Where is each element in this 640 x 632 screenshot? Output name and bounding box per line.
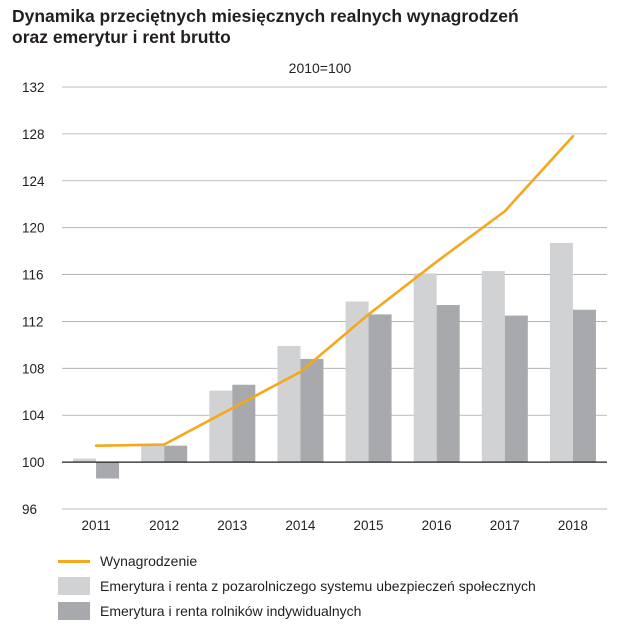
legend-item-pozarolniczy: Emerytura i renta z pozarolniczego syste… — [58, 577, 536, 595]
y-tick-label: 132 — [22, 80, 45, 95]
x-tick-label-2014: 2014 — [285, 518, 316, 533]
bar-pozarolniczy-2012 — [141, 444, 165, 463]
bar-pozarolniczy-2014 — [277, 346, 301, 463]
x-tick-label-2018: 2018 — [558, 518, 588, 533]
x-tick-label-2016: 2016 — [422, 518, 452, 533]
x-tick-label-2015: 2015 — [354, 518, 384, 533]
bar-rolnicy-2012 — [164, 445, 188, 463]
y-tick-labels: 96 100 104 108 112 116 120 124 128 132 — [22, 80, 45, 517]
y-tick-label: 104 — [22, 408, 45, 423]
y-tick-label: 120 — [22, 221, 45, 236]
chart-title: Dynamika przeciętnych miesięcznych realn… — [12, 6, 519, 48]
chart-title-line-1: Dynamika przeciętnych miesięcznych realn… — [12, 6, 519, 26]
x-tick-labels: 2011 2012 2013 2014 2015 2016 2017 2018 — [82, 518, 588, 533]
legend-label: Emerytura i renta rolników indywidualnyc… — [100, 603, 362, 619]
legend-swatch-box — [58, 577, 90, 595]
x-tick-label-2013: 2013 — [217, 518, 247, 533]
legend-label: Emerytura i renta z pozarolniczego syste… — [100, 578, 536, 594]
legend-swatch-box — [58, 602, 90, 620]
bar-rolnicy-2011 — [96, 462, 120, 479]
y-tick-label: 96 — [22, 502, 37, 517]
x-tick-label-2011: 2011 — [82, 518, 111, 533]
bar-rolnicy-2018 — [572, 309, 596, 463]
bar-pozarolniczy-2017 — [481, 271, 505, 463]
legend-item-wynagrodzenie: Wynagrodzenie — [58, 552, 536, 570]
legend-swatch-line — [58, 559, 90, 563]
bar-rolnicy-2017 — [504, 315, 528, 463]
bar-pozarolniczy-2011 — [73, 458, 97, 463]
chart-title-line-2: oraz emerytur i rent brutto — [12, 27, 231, 47]
bar-rolnicy-2014 — [300, 358, 324, 463]
y-tick-label: 112 — [22, 314, 44, 329]
bar-pozarolniczy-2018 — [549, 242, 573, 463]
y-tick-label: 124 — [22, 174, 45, 189]
bar-pozarolniczy-2013 — [209, 390, 233, 463]
bar-rolnicy-2016 — [436, 305, 460, 463]
y-tick-label: 108 — [22, 361, 45, 376]
bar-pozarolniczy-2016 — [413, 273, 437, 463]
y-tick-label: 100 — [22, 455, 45, 470]
legend-label: Wynagrodzenie — [100, 553, 198, 569]
bar-rolnicy-2015 — [368, 314, 392, 463]
y-tick-label: 116 — [22, 268, 44, 283]
line-series-group — [94, 134, 575, 448]
bars-group — [73, 242, 596, 479]
x-tick-label-2012: 2012 — [149, 518, 179, 533]
chart-subtitle: 2010=100 — [288, 60, 352, 76]
line-wynagrodzenie — [94, 134, 575, 448]
bar-pozarolniczy-2015 — [345, 301, 369, 463]
legend-item-rolnicy: Emerytura i renta rolników indywidualnyc… — [58, 602, 536, 620]
y-tick-label: 128 — [22, 127, 45, 142]
x-tick-label-2017: 2017 — [490, 518, 520, 533]
legend: Wynagrodzenie Emerytura i renta z pozaro… — [58, 552, 536, 627]
